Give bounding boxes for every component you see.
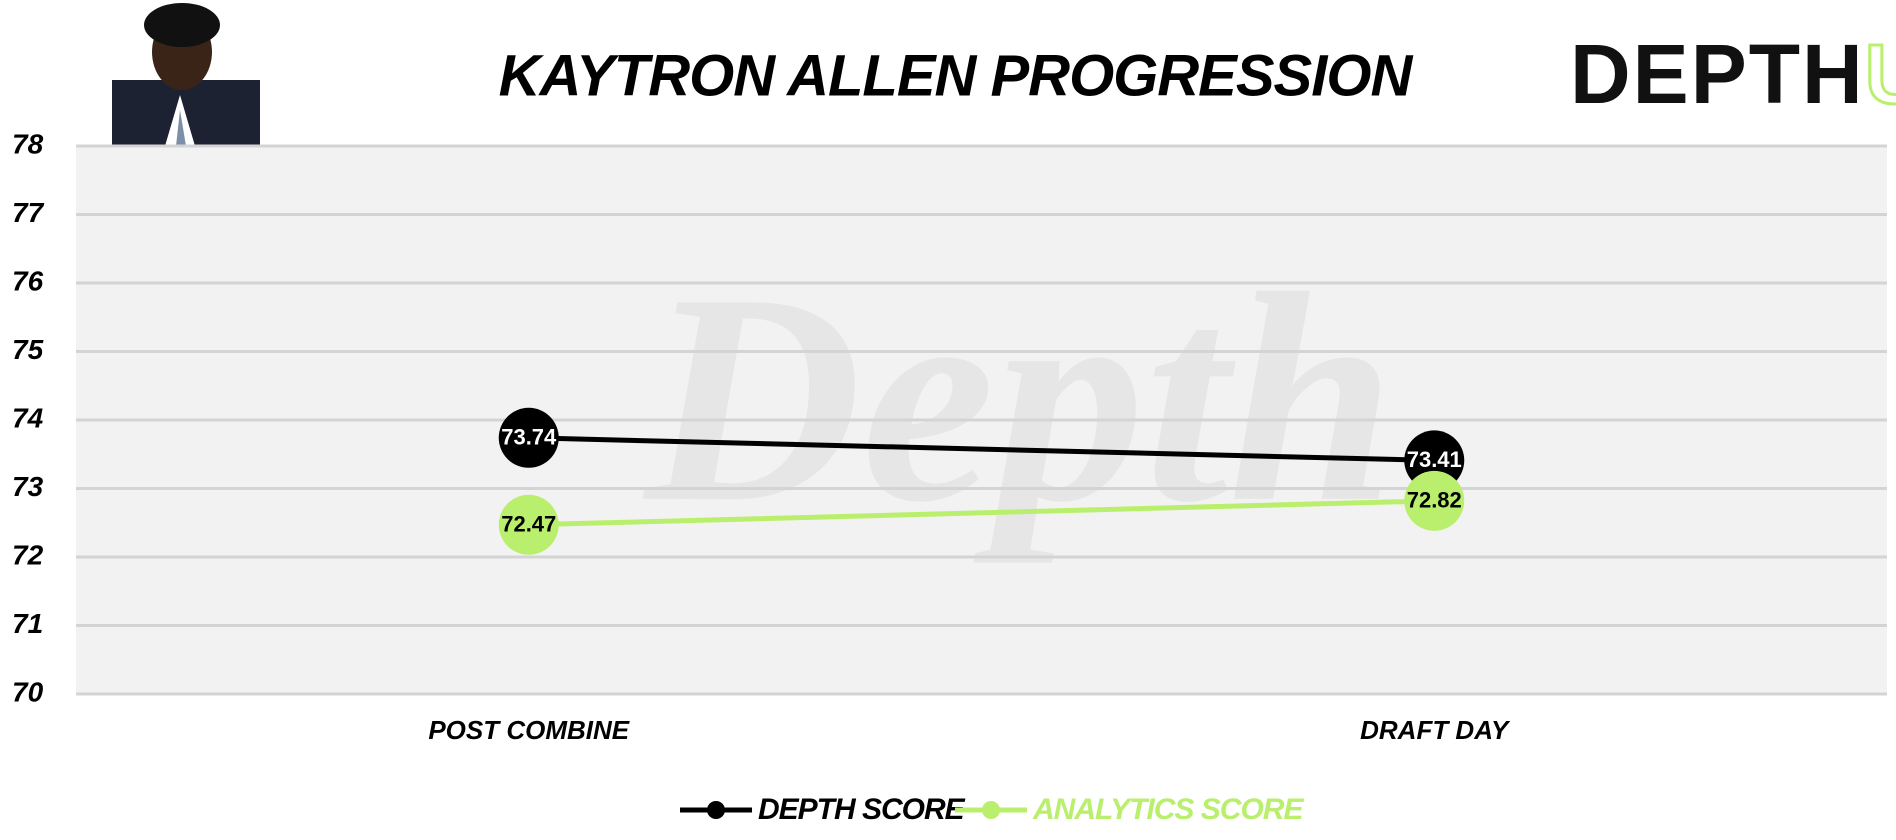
chart-title: KAYTRON ALLEN PROGRESSION — [499, 43, 1414, 108]
point — [498, 494, 559, 555]
y-tick-label: 77 — [12, 197, 45, 228]
logo-accent: U — [1865, 27, 1896, 121]
y-tick-label: 73 — [12, 471, 44, 502]
y-tick-label: 76 — [12, 265, 44, 296]
data-label: 73.74 — [501, 425, 557, 450]
y-tick-label: 74 — [12, 402, 44, 433]
logo: DEPTHU — [1570, 27, 1896, 121]
y-tick-label: 78 — [12, 128, 44, 159]
legend-label: DEPTH SCORE — [758, 793, 966, 826]
x-tick-label: DRAFT DAY — [1360, 715, 1511, 745]
legend-label: ANALYTICS SCORE — [1032, 793, 1304, 826]
player-photo — [112, 3, 260, 146]
logo-main: DEPTH — [1570, 27, 1865, 121]
data-label: 73.41 — [1407, 447, 1462, 472]
data-label: 72.47 — [501, 512, 556, 537]
data-label: 72.82 — [1407, 488, 1462, 513]
legend-dot — [982, 801, 1000, 819]
point — [498, 407, 559, 468]
point — [1404, 470, 1465, 531]
y-tick-label: 72 — [12, 539, 44, 570]
series-line — [528, 498, 1435, 528]
x-tick-label: POST COMBINE — [428, 715, 629, 745]
y-tick-label: 71 — [12, 608, 43, 639]
series-line — [528, 435, 1435, 463]
y-tick-label: 75 — [12, 334, 44, 365]
watermark: Depth — [640, 232, 1395, 565]
y-tick-label: 70 — [12, 676, 44, 707]
legend-dot — [707, 801, 725, 819]
